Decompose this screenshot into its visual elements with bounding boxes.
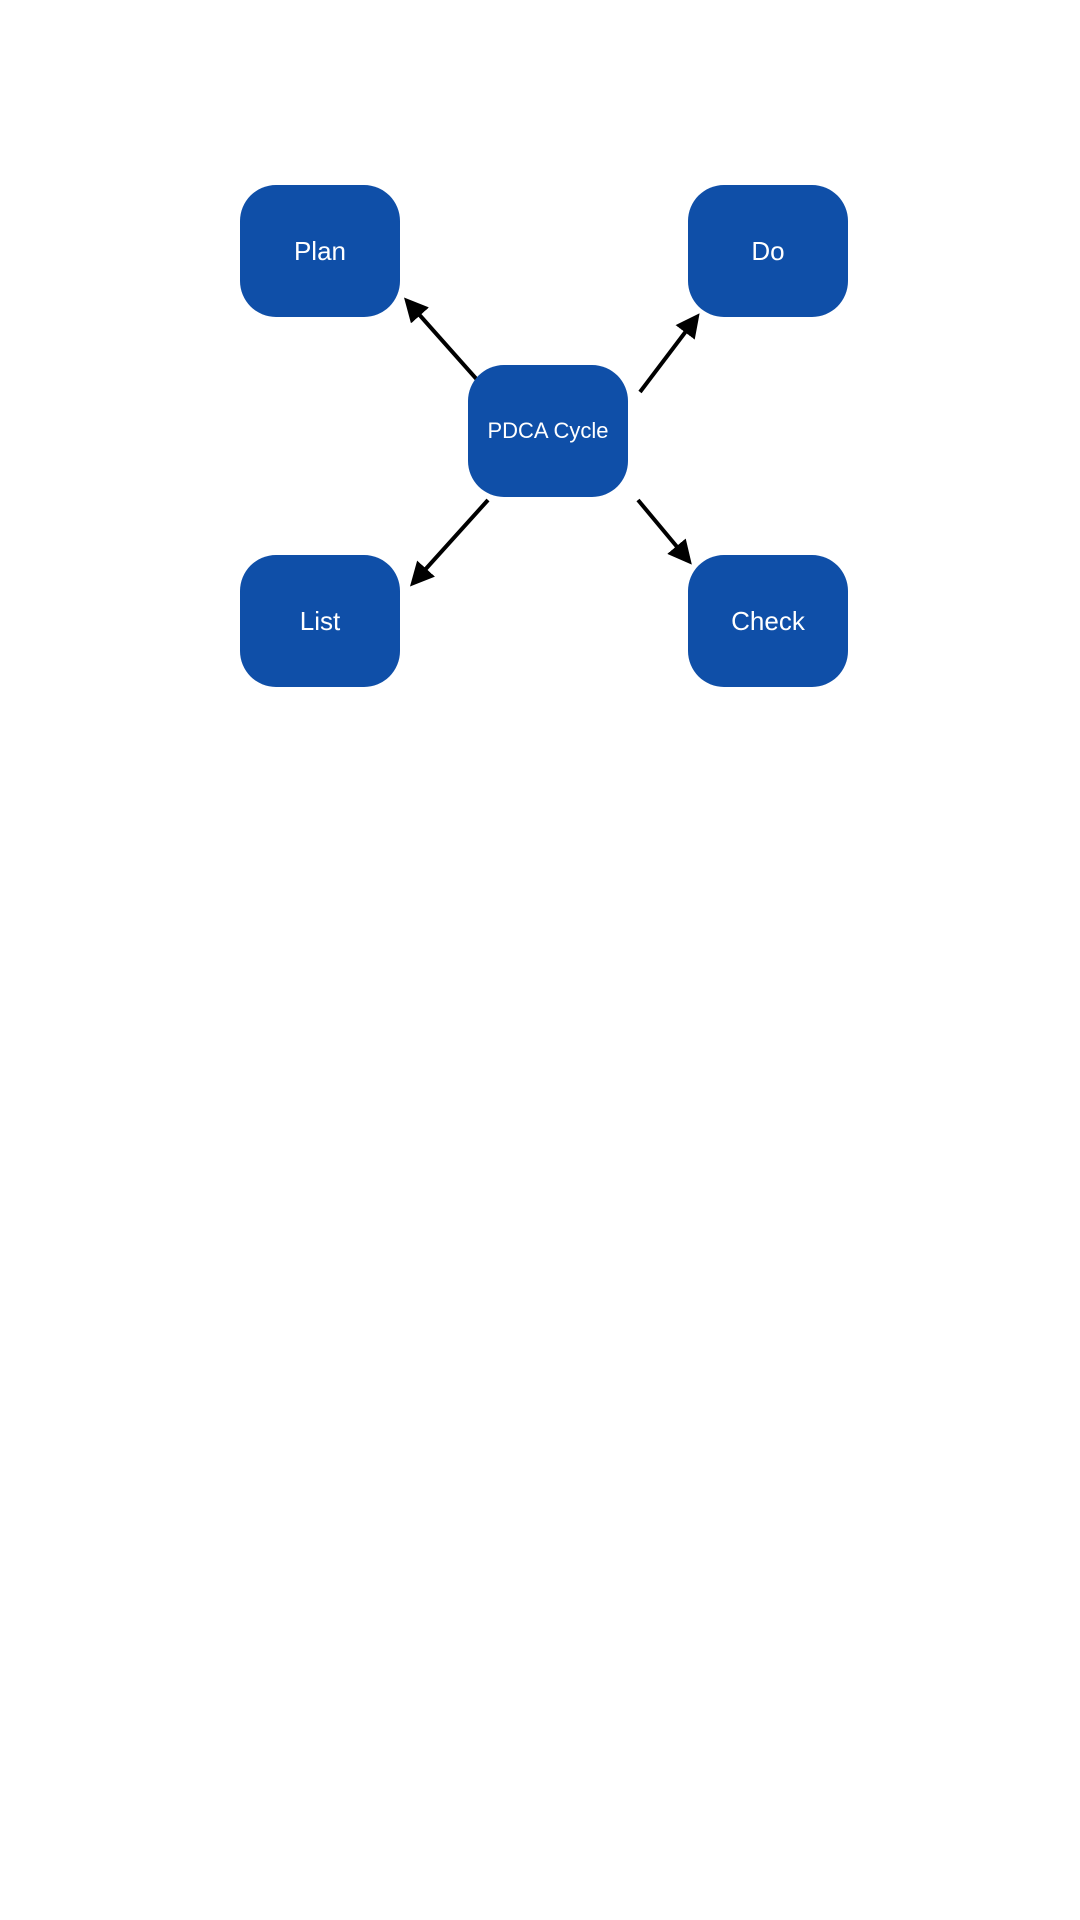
edge-center-to-check: [638, 500, 688, 560]
node-label-list: List: [300, 606, 340, 637]
node-check: Check: [688, 555, 848, 687]
edge-center-to-list: [414, 500, 488, 582]
edge-center-to-do: [640, 318, 696, 392]
diagram-arrows: [0, 0, 1080, 1920]
node-plan: Plan: [240, 185, 400, 317]
node-label-center: PDCA Cycle: [487, 418, 608, 444]
node-label-plan: Plan: [294, 236, 346, 267]
node-do: Do: [688, 185, 848, 317]
node-pdca-cycle: PDCA Cycle: [468, 365, 628, 497]
node-list: List: [240, 555, 400, 687]
node-label-do: Do: [751, 236, 784, 267]
node-label-check: Check: [731, 606, 805, 637]
